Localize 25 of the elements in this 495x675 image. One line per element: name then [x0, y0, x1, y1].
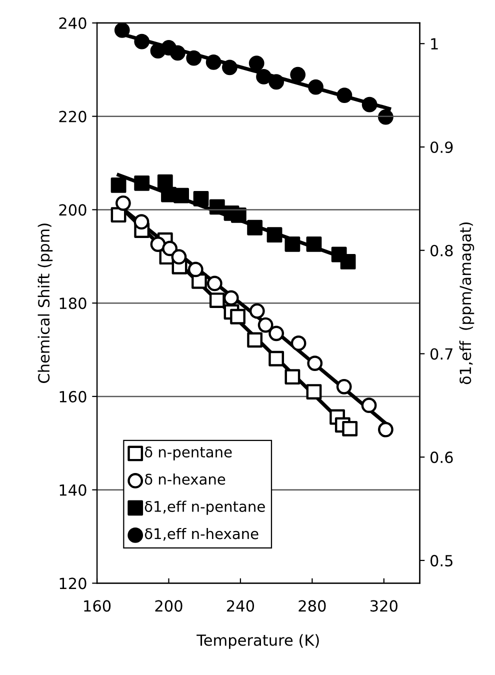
legend-label: δ n-hexane	[144, 473, 226, 485]
y-tick-label: 220	[59, 110, 86, 122]
x-axis-title: Temperature (K)	[196, 634, 319, 649]
legend-label: δ n-pentane	[144, 446, 232, 460]
y2-tick-label: 0.8	[430, 244, 453, 256]
x-tick-label: 160	[84, 600, 111, 612]
y-tick-label: 160	[60, 390, 86, 402]
y-axis-title: Chemical Shift (ppm)	[38, 224, 53, 383]
y-tick-label: 140	[60, 484, 86, 496]
y-tick-label: 200	[59, 204, 86, 216]
x-tick-label: 280	[298, 600, 326, 612]
y2-axis-title: δ1,eff (ppm/amagat)	[459, 222, 474, 384]
y-tick-label: 120	[60, 578, 86, 590]
x-tick-label: 320	[370, 600, 398, 612]
x-tick-label: 240	[227, 600, 254, 612]
y2-tick-label: 0.9	[430, 141, 453, 154]
y2-tick-label: 0.6	[430, 452, 453, 464]
y2-tick-label: 1	[431, 38, 438, 50]
y2-tick-label: 0.7	[430, 348, 452, 360]
y2-tick-label: 0.5	[430, 554, 452, 566]
legend-label: δ1,eff n-pentane	[144, 500, 265, 515]
legend-label: δ1,eff n-hexane	[144, 528, 258, 541]
y-tick-label: 180	[60, 298, 86, 310]
x-tick-label: 200	[155, 600, 182, 612]
y-tick-label: 240	[59, 17, 86, 29]
